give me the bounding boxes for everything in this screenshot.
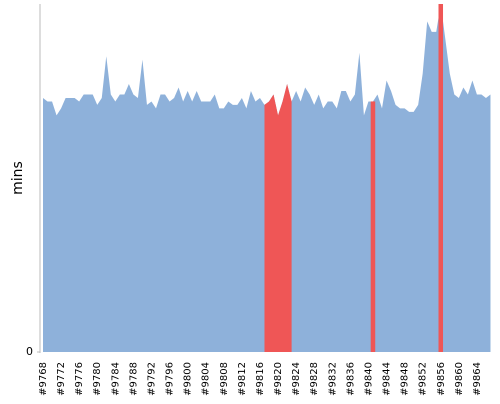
x-tick-label: #9840 [363, 362, 374, 396]
x-tick-label: #9800 [183, 362, 194, 396]
x-tick-label: #9768 [38, 362, 49, 396]
area [438, 4, 444, 352]
x-tick-label: #9856 [436, 362, 447, 396]
x-tick-label: #9796 [165, 362, 176, 396]
x-tick-label: #9780 [92, 362, 103, 396]
x-tick-label: #9772 [56, 362, 67, 396]
y-tick-label: 0 [26, 345, 33, 358]
x-tick-label: #9836 [345, 362, 356, 396]
area [370, 101, 376, 352]
x-tick-label: #9824 [291, 362, 302, 396]
x-tick-label: #9820 [273, 362, 284, 396]
x-tick-label: #9848 [400, 362, 411, 396]
x-tick-label: #9832 [327, 362, 338, 396]
area [264, 84, 292, 352]
x-tick-label: #9864 [472, 362, 483, 396]
x-tick-label: #9812 [237, 362, 248, 396]
x-tick-label: #9844 [382, 362, 393, 396]
x-tick-label: #9852 [418, 362, 429, 396]
x-tick-label: #9788 [128, 362, 139, 396]
x-tick-label: #9784 [110, 362, 121, 396]
x-tick-label: #9776 [74, 362, 85, 396]
x-tick-label: #9792 [146, 362, 157, 396]
x-tick-label: #9816 [255, 362, 266, 396]
x-tick-label: #9828 [309, 362, 320, 396]
x-tick-label: #9860 [454, 362, 465, 396]
y-axis-label: mins [10, 161, 26, 195]
x-tick-label: #9808 [219, 362, 230, 396]
x-tick-label: #9804 [201, 362, 212, 396]
